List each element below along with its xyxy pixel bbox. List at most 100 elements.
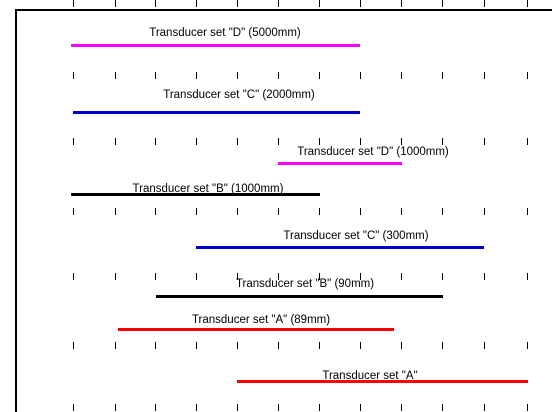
range-label-set-c-300mm: Transducer set "C" (300mm) (283, 230, 429, 242)
tick-mark (237, 273, 238, 280)
tick-mark (319, 404, 320, 411)
tick-mark (360, 138, 361, 145)
range-bar-set-a-89mm (118, 328, 394, 331)
tick-mark (484, 138, 485, 145)
tick-mark (155, 72, 156, 79)
range-label-set-b-1000mm: Transducer set "B" (1000mm) (132, 183, 284, 195)
tick-mark (484, 0, 485, 7)
tick-mark (73, 342, 74, 349)
tick-mark (237, 404, 238, 411)
range-label-set-a: Transducer set "A" (322, 370, 418, 382)
tick-mark (73, 0, 74, 7)
tick-mark (527, 0, 528, 7)
tick-mark (278, 404, 279, 411)
tick-mark (196, 273, 197, 280)
tick-mark (527, 72, 528, 79)
tick-mark (442, 72, 443, 79)
tick-mark (319, 273, 320, 280)
tick-mark (196, 342, 197, 349)
tick-mark (484, 208, 485, 215)
tick-mark (237, 208, 238, 215)
tick-mark (360, 208, 361, 215)
range-label-set-c-2000mm: Transducer set "C" (2000mm) (163, 89, 315, 101)
range-label-set-a-89mm: Transducer set "A" (89mm) (191, 314, 331, 326)
tick-mark (484, 404, 485, 411)
tick-mark (278, 138, 279, 145)
range-label-set-b-90mm: Transducer set "B" (90mm) (235, 278, 375, 290)
range-label-set-d-5000mm: Transducer set "D" (5000mm) (149, 27, 301, 39)
tick-mark (442, 404, 443, 411)
tick-mark (319, 138, 320, 145)
tick-mark (527, 138, 528, 145)
tick-mark (73, 208, 74, 215)
tick-mark (401, 0, 402, 7)
tick-mark (360, 342, 361, 349)
range-bar-set-d-1000mm (278, 162, 402, 165)
tick-mark (196, 404, 197, 411)
tick-mark (442, 0, 443, 7)
tick-mark (319, 72, 320, 79)
tick-mark (527, 404, 528, 411)
tick-mark (237, 0, 238, 7)
tick-mark (155, 273, 156, 280)
tick-mark (278, 273, 279, 280)
tick-mark (319, 208, 320, 215)
tick-mark (115, 0, 116, 7)
tick-mark (442, 208, 443, 215)
tick-mark (115, 138, 116, 145)
tick-mark (401, 342, 402, 349)
tick-mark (196, 138, 197, 145)
tick-mark (484, 342, 485, 349)
tick-mark (115, 342, 116, 349)
tick-mark (73, 273, 74, 280)
tick-mark (401, 404, 402, 411)
range-bar-set-d-5000mm (71, 44, 360, 47)
tick-mark (155, 342, 156, 349)
range-bar-set-b-90mm (156, 295, 443, 298)
tick-mark (401, 138, 402, 145)
tick-mark (360, 0, 361, 7)
frame-top-border (15, 9, 552, 11)
tick-mark (196, 208, 197, 215)
tick-mark (527, 273, 528, 280)
tick-mark (360, 404, 361, 411)
tick-mark (155, 404, 156, 411)
tick-mark (319, 342, 320, 349)
tick-mark (319, 0, 320, 7)
tick-mark (115, 208, 116, 215)
tick-mark (401, 72, 402, 79)
tick-mark (278, 0, 279, 7)
tick-mark (527, 208, 528, 215)
tick-mark (360, 273, 361, 280)
tick-mark (73, 138, 74, 145)
tick-mark (484, 72, 485, 79)
tick-mark (155, 208, 156, 215)
range-bar-set-a (237, 380, 528, 383)
tick-mark (442, 342, 443, 349)
tick-mark (196, 0, 197, 7)
tick-mark (155, 138, 156, 145)
tick-mark (73, 72, 74, 79)
tick-mark (442, 273, 443, 280)
tick-mark (401, 208, 402, 215)
range-label-set-d-1000mm: Transducer set "D" (1000mm) (297, 146, 449, 158)
tick-mark (360, 72, 361, 79)
range-bar-set-b-1000mm (71, 193, 320, 196)
tick-mark (401, 273, 402, 280)
tick-mark (237, 72, 238, 79)
tick-mark (278, 208, 279, 215)
tick-mark (278, 72, 279, 79)
tick-mark (237, 138, 238, 145)
tick-mark (115, 273, 116, 280)
tick-mark (442, 138, 443, 145)
tick-mark (237, 342, 238, 349)
tick-mark (484, 273, 485, 280)
tick-mark (527, 342, 528, 349)
range-bar-set-c-2000mm (73, 111, 360, 114)
tick-mark (115, 404, 116, 411)
tick-mark (155, 0, 156, 7)
frame-left-border (15, 10, 17, 412)
tick-mark (115, 72, 116, 79)
range-bar-set-c-300mm (196, 246, 484, 249)
